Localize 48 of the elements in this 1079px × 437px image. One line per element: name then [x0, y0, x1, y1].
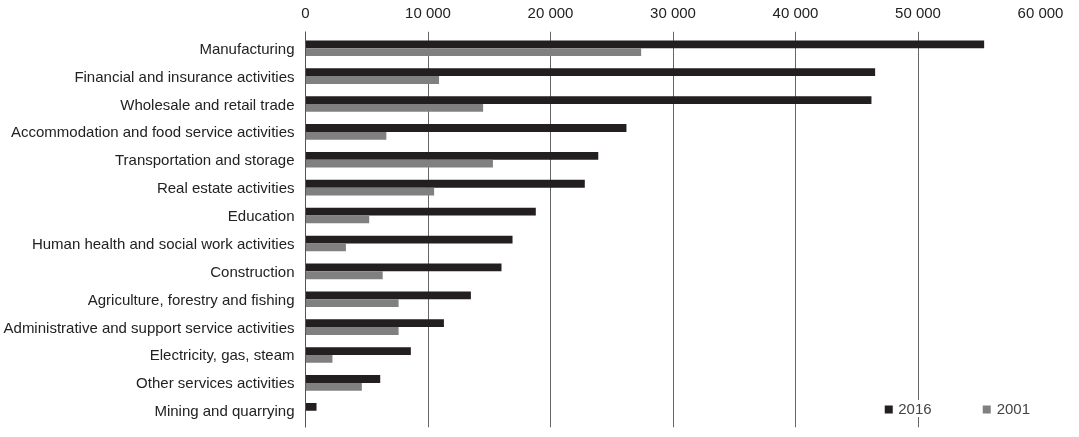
bar: [305, 68, 876, 77]
bar: [305, 104, 484, 112]
y-tick-label: Other services activities: [136, 374, 295, 392]
bar: [305, 48, 642, 57]
x-tick-label: 50 000: [895, 3, 941, 21]
bar: [305, 151, 599, 160]
bar: [305, 96, 872, 105]
y-tick-label: Real estate activities: [156, 179, 295, 197]
y-tick-label: Transportation and storage: [114, 151, 295, 169]
y-tick-label: Agriculture, forestry and fishing: [87, 290, 295, 308]
x-tick-label: 40 000: [772, 3, 819, 21]
y-tick-label: Electricity, gas, steam: [149, 346, 295, 364]
y-tick-label: Administrative and support service activities: [3, 318, 295, 336]
legend-label: 2016: [898, 400, 932, 417]
x-tick-label: 0: [301, 3, 310, 21]
bar: [305, 271, 383, 280]
bar: [305, 235, 513, 244]
legend-label: 2001: [996, 400, 1030, 417]
y-tick-label: Financial and insurance activities: [74, 67, 295, 85]
y-tick-label: Mining and quarrying: [154, 402, 295, 420]
bar: [305, 124, 627, 132]
bar: [305, 179, 585, 188]
y-tick-label: Construction: [210, 262, 295, 280]
bar: [305, 76, 440, 84]
x-tick-label: 60 000: [1017, 3, 1064, 21]
bar: [305, 243, 346, 252]
y-tick-label: Education: [227, 207, 295, 225]
bar: [305, 354, 333, 363]
bar: [305, 291, 471, 300]
y-tick-label: Accommodation and food service activities: [11, 123, 295, 141]
bar: [305, 319, 444, 328]
bar: [305, 327, 399, 335]
x-tick-label: 20 000: [527, 3, 574, 21]
x-tick-label: 30 000: [650, 3, 696, 21]
y-tick-label: Wholesale and retail trade: [120, 95, 295, 113]
bar: [305, 382, 362, 391]
bar: [305, 402, 317, 411]
bar: [305, 40, 985, 49]
bar: [305, 159, 493, 168]
x-tick-label: 10 000: [405, 3, 451, 21]
y-tick-label: Human health and social work activities: [31, 234, 295, 252]
bar: [305, 207, 536, 216]
bar: [305, 299, 399, 308]
bar: [305, 131, 387, 140]
bar: [305, 375, 381, 383]
bar: [305, 347, 411, 355]
bar: [305, 263, 502, 272]
y-tick-label: Manufacturing: [199, 39, 295, 57]
